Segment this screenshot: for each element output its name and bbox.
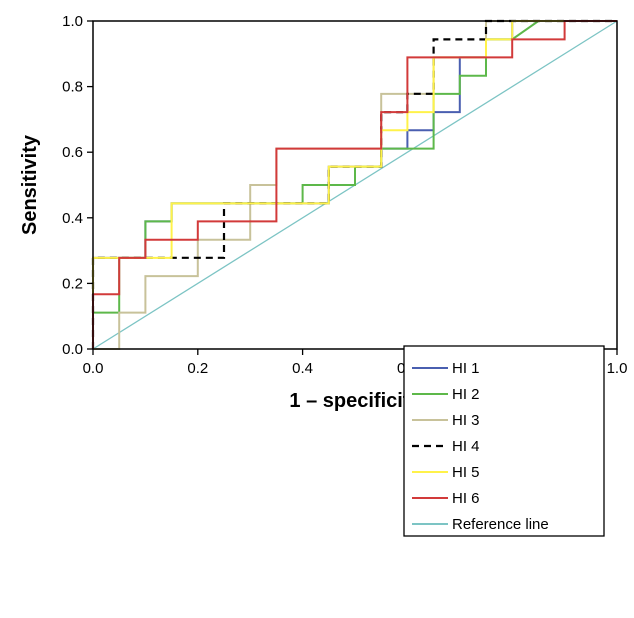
- legend-label-hi-3: HI 3: [452, 412, 480, 429]
- series-line-hi-5: [92, 20, 617, 349]
- legend-label-hi-2: HI 2: [452, 386, 480, 403]
- legend-label-reference-line: Reference line: [452, 516, 549, 533]
- x-tick-label: 0.0: [83, 360, 104, 377]
- y-tick-label: 0.8: [62, 79, 83, 96]
- legend-label-hi-6: HI 6: [452, 490, 480, 507]
- plot-frame: [92, 20, 618, 350]
- y-axis-title: Sensitivity: [19, 134, 41, 235]
- x-tick-label: 1.0: [607, 360, 628, 377]
- legend-label-hi-5: HI 5: [452, 464, 480, 481]
- y-tick-label: 0.0: [62, 341, 83, 358]
- x-tick-label: 0.2: [187, 360, 208, 377]
- x-axis-title: 1 – specificity: [289, 390, 421, 412]
- y-tick-label: 0.6: [62, 144, 83, 161]
- series-line-hi-6: [92, 20, 617, 349]
- legend-label-hi-1: HI 1: [452, 360, 480, 377]
- y-tick-label: 1.0: [62, 13, 83, 30]
- y-axis: 0.0 0.2 0.4 0.6 0.8 1.0: [62, 13, 93, 358]
- legend: HI 1 HI 2 HI 3 HI 4 HI 5 HI 6 Reference line: [403, 345, 605, 537]
- x-tick-label: 0.4: [292, 360, 313, 377]
- legend-box: [403, 345, 605, 537]
- y-tick-label: 0.2: [62, 275, 83, 292]
- plot-lines: [91, 19, 618, 350]
- y-tick-label: 0.4: [62, 210, 83, 227]
- legend-label-hi-4: HI 4: [452, 438, 480, 455]
